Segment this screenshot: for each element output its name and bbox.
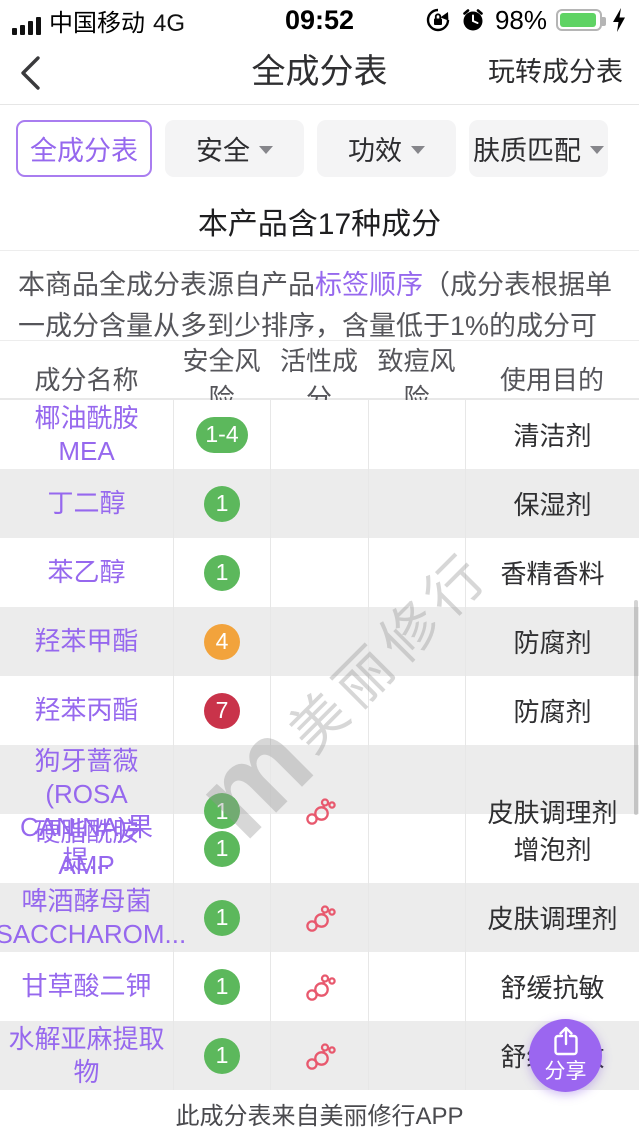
safety-risk-badge: 4 [204, 623, 240, 660]
table-row[interactable]: 羟苯丙酯 7 防腐剂 [0, 676, 639, 745]
rotation-lock-icon [426, 8, 450, 32]
safety-risk-badge: 1 [204, 830, 240, 867]
ingredient-name-link[interactable]: 丁二醇 [47, 488, 126, 518]
safety-risk-badge: 1-4 [196, 416, 248, 453]
column-header-active-ingredient: 活性成分 [279, 346, 358, 413]
ingredient-table-body: 椰油酰胺 MEA 1-4 清洁剂 [0, 400, 639, 1090]
chevron-down-icon [411, 145, 425, 154]
ingredient-name-link[interactable]: 羟苯甲酯 [34, 626, 139, 656]
scrollbar[interactable] [634, 600, 638, 815]
active-ingredient-icon [305, 904, 336, 932]
usage-purpose-label: 皮肤调理剂 [487, 904, 618, 934]
safety-risk-badge: 1 [204, 968, 240, 1005]
safety-risk-badge: 1 [204, 485, 240, 522]
table-row[interactable]: 羟苯甲酯 4 防腐剂 [0, 607, 639, 676]
play-with-ingredients-link[interactable]: 玩转成分表 [488, 57, 623, 87]
clock-time: 09:52 [284, 4, 355, 35]
table-header-row: 成分名称 安全风险 活性成分 致痘风险 使用目的 [0, 341, 639, 413]
ingredient-name-link[interactable]: 椰油酰胺 MEA [34, 402, 139, 466]
ingredient-count-heading: 本产品含17种成分 [197, 207, 442, 241]
table-row[interactable]: 啤酒酵母菌 (SACCHAROM... 1 皮肤调理剂 [0, 883, 639, 952]
carrier-label: 中国移动 [49, 9, 145, 37]
share-label: 分享 [544, 1060, 587, 1083]
alarm-icon [463, 9, 483, 31]
usage-purpose-label: 防腐剂 [513, 628, 592, 658]
usage-purpose-label: 香精香料 [500, 559, 605, 589]
usage-purpose-label: 防腐剂 [513, 697, 592, 727]
signal-strength-icon [12, 16, 41, 35]
ingredient-name-link[interactable]: 狗牙蔷薇(ROSA CANINA)果提... [20, 746, 153, 875]
status-bar: 中国移动 4G 09:52 98% [0, 0, 639, 40]
network-type-label: 4G [153, 9, 186, 37]
usage-purpose-label: 舒缓抗敏 [500, 973, 605, 1003]
filter-bar: 全成分表 安全 功效 肤质匹配 [0, 105, 639, 191]
usage-purpose-label: 保湿剂 [513, 490, 592, 520]
chevron-down-icon [590, 145, 604, 154]
chevron-down-icon [259, 145, 273, 154]
footer-source-note: 此成分表来自美丽修行APP [0, 1090, 639, 1136]
table-row[interactable]: 甘草酸二钾 1 舒缓抗敏 [0, 952, 639, 1021]
ingredient-name-link[interactable]: 羟苯丙酯 [34, 695, 139, 725]
column-header-name: 成分名称 [34, 364, 139, 395]
label-order-link[interactable]: 标签顺序 [315, 270, 423, 300]
safety-risk-badge: 1 [204, 899, 240, 936]
table-row[interactable]: 椰油酰胺 MEA 1-4 清洁剂 [0, 400, 639, 469]
page-title: 全成分表 [251, 53, 388, 91]
usage-purpose-label: 清洁剂 [513, 421, 592, 451]
safety-risk-badge: 1 [204, 793, 240, 829]
ingredient-name-link[interactable]: 苯乙醇 [47, 557, 126, 587]
filter-efficacy-dropdown[interactable]: 功效 [317, 119, 456, 177]
table-row[interactable]: 丁二醇 1 保湿剂 [0, 469, 639, 538]
table-row[interactable]: 狗牙蔷薇(ROSA CANINA)果提... 1 皮肤调理剂 [0, 745, 639, 877]
nav-bar: 全成分表 玩转成分表 [0, 40, 639, 105]
battery-percent-label: 98% [494, 4, 547, 35]
safety-risk-badge: 1 [204, 554, 240, 591]
share-button[interactable]: 分享 [529, 1019, 602, 1092]
battery-icon [556, 9, 606, 31]
usage-purpose-label: 皮肤调理剂 [487, 797, 618, 828]
tab-full-ingredient-list[interactable]: 全成分表 [16, 119, 152, 177]
filter-skin-match-dropdown[interactable]: 肤质匹配 [469, 119, 608, 177]
ingredient-list-description: 本商品全成分表源自产品标签顺序（成分表根据单一成分含量从多到少排序，含量低于1%… [0, 251, 639, 382]
table-row[interactable]: 硬脂酰胺 AMP 1 增泡剂 [0, 814, 639, 883]
back-button[interactable] [16, 54, 46, 92]
active-ingredient-icon [305, 973, 336, 1001]
column-header-purpose: 使用目的 [499, 364, 604, 395]
ingredient-name-link[interactable]: 甘草酸二钾 [21, 971, 152, 1001]
charging-bolt-icon [613, 8, 625, 32]
ingredient-name-link[interactable]: 啤酒酵母菌 (SACCHAROM... [0, 885, 187, 949]
usage-purpose-label: 增泡剂 [513, 835, 592, 865]
active-ingredient-icon [305, 798, 336, 825]
safety-risk-badge: 7 [204, 692, 240, 729]
active-ingredient-icon [305, 1042, 336, 1070]
share-icon [553, 1026, 578, 1056]
ingredient-name-link[interactable]: 硬脂酰胺 AMP [34, 816, 139, 880]
filter-safety-dropdown[interactable]: 安全 [165, 119, 304, 177]
table-row[interactable]: 苯乙醇 1 香精香料 [0, 538, 639, 607]
safety-risk-badge: 1 [204, 1037, 240, 1074]
ingredient-name-link[interactable]: 水解亚麻提取物 [8, 1023, 165, 1087]
